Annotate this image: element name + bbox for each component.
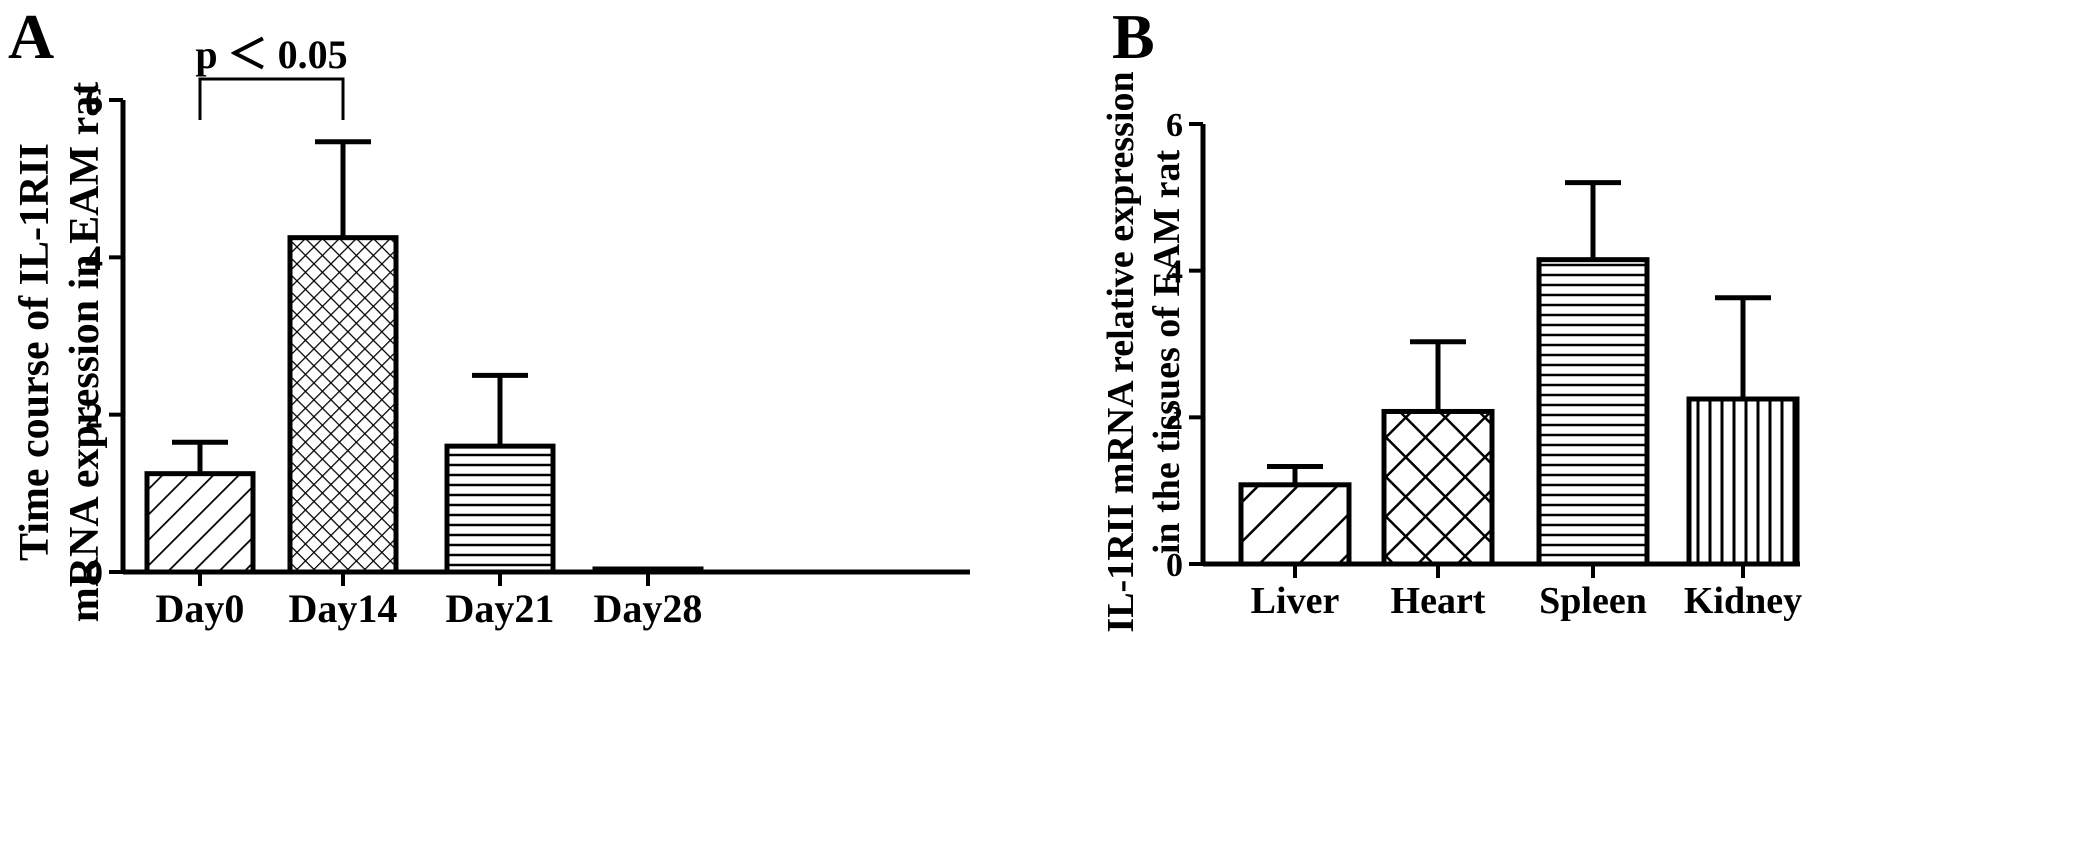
bar-b-heart xyxy=(1381,408,1495,567)
bar-a-day14 xyxy=(287,235,399,575)
y-tick-label-b: 4 xyxy=(1166,254,1183,291)
significance-bracket xyxy=(198,77,345,120)
y-tick-label-a: 0 xyxy=(85,553,103,593)
x-tick-label-a: Day28 xyxy=(594,586,703,631)
y-tick-label-a: 6 xyxy=(85,81,103,121)
y-axis-title-a-line1: Time course of IL-1RII xyxy=(12,143,58,561)
significance-label: p ＜ 0.05 xyxy=(195,32,347,77)
x-tick-label-a: Day0 xyxy=(156,586,245,631)
x-tick-label-b: Heart xyxy=(1391,580,1486,622)
bar-b-liver xyxy=(1238,482,1352,567)
x-tick-label-a: Day21 xyxy=(446,586,555,631)
bar-b-spleen xyxy=(1536,257,1650,567)
plot-area-a: 0 2 4 6 Day0 Day14 Day21 Day28 p ＜ 0.05 xyxy=(85,32,970,631)
x-tick-label-b: Liver xyxy=(1251,580,1340,622)
y-axis-title-b-line2: in the tissues of EAM rat xyxy=(1146,150,1188,555)
y-tick-label-a: 2 xyxy=(85,395,103,435)
y-tick-label-a: 4 xyxy=(85,238,103,278)
panel-label-a: A xyxy=(8,1,54,72)
bar-a-day21 xyxy=(444,443,556,575)
y-tick-label-b: 2 xyxy=(1166,400,1183,437)
y-tick-label-b: 0 xyxy=(1166,547,1183,584)
x-tick-label-b: Spleen xyxy=(1539,580,1647,622)
y-tick-label-b: 6 xyxy=(1166,107,1183,144)
bar-b-kidney xyxy=(1686,396,1800,567)
plot-area-b: 0 2 4 6 Liver Heart Spleen Kidney xyxy=(1166,107,1802,622)
bar-a-day28 xyxy=(592,566,704,575)
y-axis-title-b: IL-1RII mRNA relative expression in the … xyxy=(1100,71,1188,632)
x-tick-label-b: Kidney xyxy=(1684,580,1802,622)
bar-a-day0 xyxy=(144,471,256,575)
panel-b: B IL-1RII mRNA relative expression in th… xyxy=(1100,1,1802,633)
y-axis-title-b-line1: IL-1RII mRNA relative expression xyxy=(1100,71,1142,632)
panel-label-b: B xyxy=(1112,1,1155,72)
y-axis-title-a: Time course of IL-1RII mRNA expression i… xyxy=(12,82,108,623)
y-axis-title-a-line2: mRNA expression in EAM rat xyxy=(62,82,108,623)
panel-a: A Time course of IL-1RII mRNA expression… xyxy=(8,1,970,631)
x-tick-label-a: Day14 xyxy=(289,586,398,631)
